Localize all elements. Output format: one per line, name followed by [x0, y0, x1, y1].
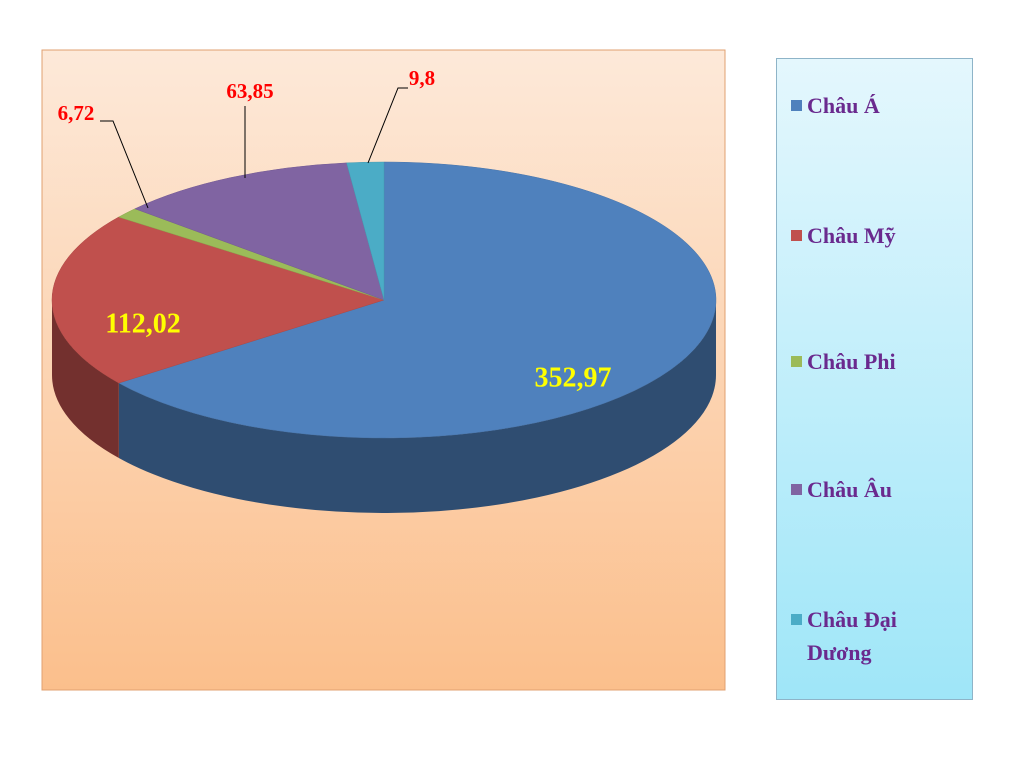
legend-label: Châu Phi — [807, 349, 896, 374]
legend-swatch — [791, 484, 802, 495]
legend-swatch — [791, 100, 802, 111]
legend: Châu Á Châu Mỹ Châu Phi Châu Âu Châu Đại Dươ… — [776, 58, 973, 700]
legend-label: Châu Đại Dương — [807, 607, 897, 665]
slice — [134, 162, 385, 301]
legend-item: Châu Phi — [791, 345, 957, 378]
legend-item: Châu Á — [791, 89, 957, 122]
leader-line — [100, 120, 149, 209]
slice-side — [51, 300, 119, 459]
slice — [51, 216, 385, 384]
data-label: 112,02 — [105, 308, 180, 339]
leader-line — [367, 87, 408, 164]
data-label: 6,72 — [58, 101, 95, 125]
data-label: 352,97 — [535, 362, 612, 393]
legend-label: Châu Âu — [807, 477, 892, 502]
legend-item: Châu Mỹ — [791, 219, 957, 252]
legend-swatch — [791, 230, 802, 241]
slice — [346, 161, 385, 301]
pie: 352,97 112,02 6,72 63,85 9,8 — [51, 66, 717, 513]
legend-item: Châu Âu — [791, 473, 957, 506]
slice — [118, 161, 717, 439]
data-label: 63,85 — [226, 79, 273, 103]
legend-item: Châu Đại Dương — [791, 603, 927, 669]
data-label: 9,8 — [409, 66, 435, 90]
legend-label: Châu Á — [807, 93, 880, 118]
legend-swatch — [791, 356, 802, 367]
slice-side — [118, 300, 717, 513]
legend-swatch — [791, 614, 802, 625]
legend-label: Châu Mỹ — [807, 223, 896, 248]
